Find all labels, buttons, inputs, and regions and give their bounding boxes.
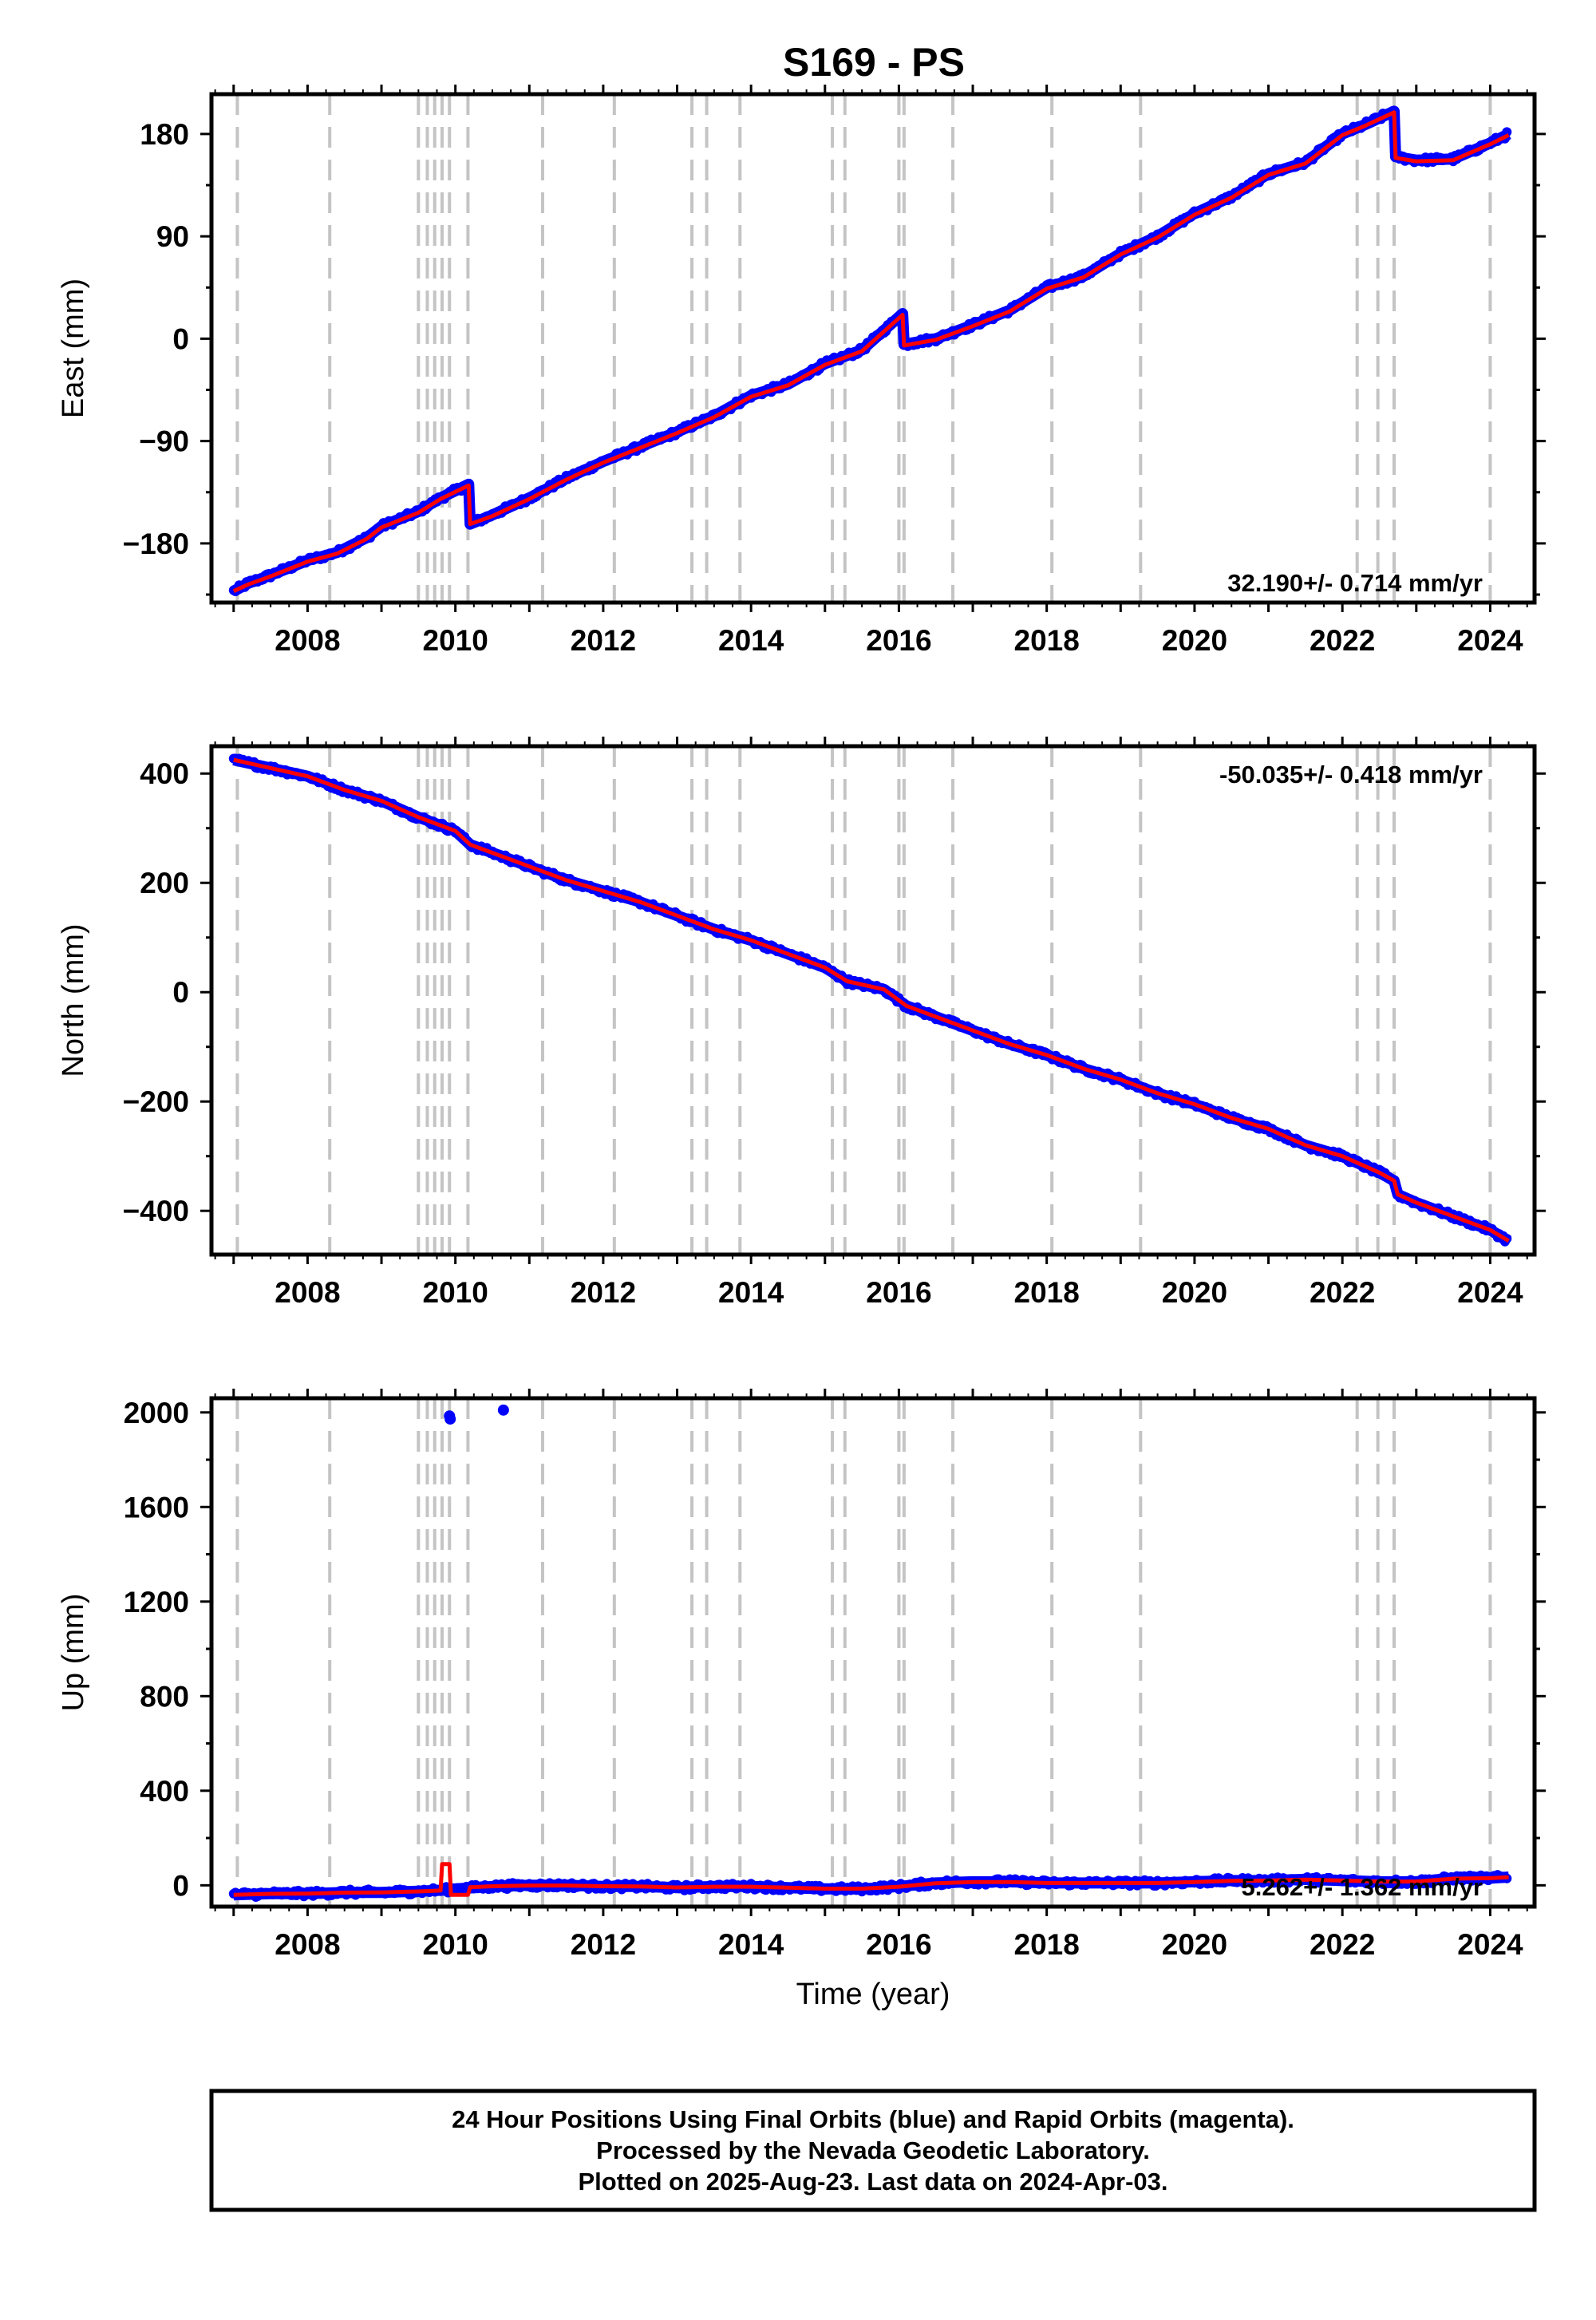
rate-annotation: 32.190+/- 0.714 mm/yr bbox=[1227, 569, 1483, 597]
x-tick-label: 2020 bbox=[1162, 1276, 1227, 1309]
footer-line-1: 24 Hour Positions Using Final Orbits (bl… bbox=[452, 2105, 1294, 2133]
chart-title: S169 - PS bbox=[783, 40, 965, 85]
y-tick-label: 0 bbox=[172, 1869, 189, 1902]
x-tick-label: 2008 bbox=[275, 624, 340, 657]
x-tick-label: 2012 bbox=[571, 1928, 636, 1961]
plot-frame bbox=[209, 744, 1537, 1257]
y-tick-label: 200 bbox=[140, 867, 189, 899]
y-tick-label: 400 bbox=[140, 757, 189, 790]
x-tick-label: 2016 bbox=[866, 1928, 931, 1961]
y-tick-label: 1600 bbox=[124, 1491, 189, 1524]
footer-line-2: Processed by the Nevada Geodetic Laborat… bbox=[596, 2136, 1150, 2164]
y-tick-label: 1200 bbox=[124, 1586, 189, 1618]
x-tick-label: 2016 bbox=[866, 1276, 931, 1309]
y-tick-label: 0 bbox=[172, 976, 189, 1009]
x-tick-label: 2020 bbox=[1162, 624, 1227, 657]
x-tick-label: 2010 bbox=[423, 1928, 488, 1961]
x-tick-label: 2020 bbox=[1162, 1928, 1227, 1961]
y-tick-label: 90 bbox=[156, 220, 189, 253]
x-tick-label: 2024 bbox=[1457, 1276, 1523, 1309]
panel-north: 2008 2010 2012 2014 2016 2018 2020 2022 2024 −400… bbox=[57, 737, 1546, 1309]
x-tick-label: 2008 bbox=[275, 1928, 340, 1961]
panel-east: 2008 2010 2012 2014 2016 2018 2020 2022 2024 −180… bbox=[57, 85, 1546, 657]
x-tick-label: 2014 bbox=[718, 624, 784, 657]
outlier-point bbox=[444, 1413, 456, 1425]
y-tick-label: −400 bbox=[123, 1195, 189, 1227]
x-tick-label: 2022 bbox=[1310, 1276, 1375, 1309]
y-tick-label: −180 bbox=[123, 528, 189, 560]
x-tick-label: 2012 bbox=[571, 1276, 636, 1309]
y-tick-label: 2000 bbox=[124, 1397, 189, 1429]
model-line bbox=[233, 1862, 1509, 1897]
rate-annotation: -50.035+/- 0.418 mm/yr bbox=[1219, 761, 1483, 788]
event-lines bbox=[235, 94, 1492, 603]
footer-line-3: Plotted on 2025-Aug-23. Last data on 202… bbox=[578, 2168, 1167, 2196]
x-tick-label: 2022 bbox=[1310, 624, 1375, 657]
event-lines bbox=[235, 1398, 1492, 1907]
x-tick-label: 2018 bbox=[1014, 1276, 1080, 1309]
x-tick-label: 2014 bbox=[718, 1276, 784, 1309]
x-tick-label: 2022 bbox=[1310, 1928, 1375, 1961]
x-tick-label: 2018 bbox=[1014, 624, 1080, 657]
y-axis-label: North (mm) bbox=[57, 923, 90, 1077]
model-line bbox=[233, 757, 1510, 1243]
model-line bbox=[232, 110, 1510, 593]
x-tick-label: 2018 bbox=[1014, 1928, 1080, 1961]
y-tick-label: 180 bbox=[140, 118, 189, 151]
x-tick-label: 2010 bbox=[423, 624, 488, 657]
plot-frame bbox=[209, 1396, 1537, 1909]
plot-frame bbox=[209, 92, 1537, 605]
y-tick-label: 800 bbox=[140, 1680, 189, 1713]
y-tick-label: 400 bbox=[140, 1775, 189, 1808]
x-tick-label: 2014 bbox=[718, 1928, 784, 1961]
y-tick-label: 0 bbox=[172, 322, 189, 355]
y-axis-label: Up (mm) bbox=[57, 1594, 90, 1712]
x-tick-label: 2024 bbox=[1457, 624, 1523, 657]
x-axis-label: Time (year) bbox=[796, 1978, 950, 2011]
rate-annotation: 5.262+/- 1.362 mm/yr bbox=[1242, 1873, 1483, 1901]
x-tick-label: 2008 bbox=[275, 1276, 340, 1309]
panel-up: 2008 2010 2012 2014 2016 2018 2020 2022 2024 0 400… bbox=[57, 1389, 1546, 2011]
y-axis-label: East (mm) bbox=[57, 279, 90, 418]
x-tick-label: 2016 bbox=[866, 624, 931, 657]
outlier-point bbox=[497, 1404, 509, 1416]
y-tick-label: −90 bbox=[139, 425, 189, 458]
footer-box: 24 Hour Positions Using Final Orbits (bl… bbox=[209, 2089, 1537, 2212]
x-tick-label: 2010 bbox=[423, 1276, 488, 1309]
x-tick-label: 2012 bbox=[571, 624, 636, 657]
x-tick-label: 2024 bbox=[1457, 1928, 1523, 1961]
y-tick-label: −200 bbox=[123, 1085, 189, 1118]
